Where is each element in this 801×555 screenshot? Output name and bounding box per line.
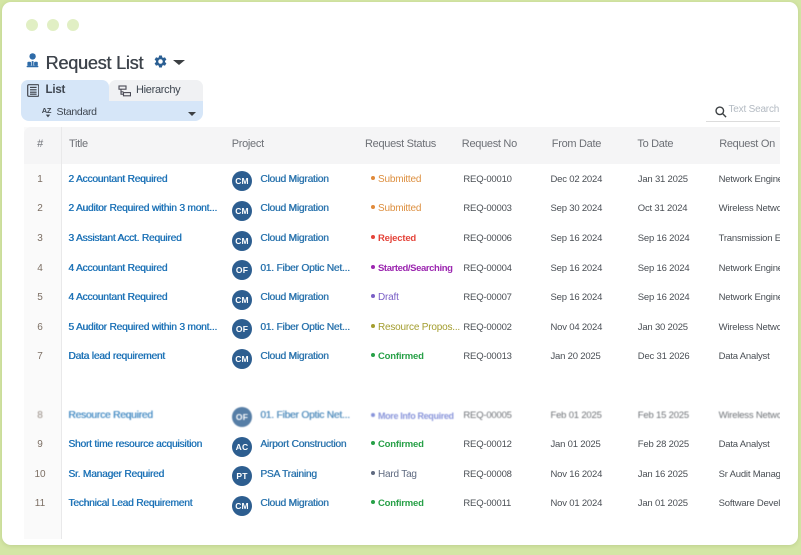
svg-text:AZ: AZ — [42, 106, 52, 115]
